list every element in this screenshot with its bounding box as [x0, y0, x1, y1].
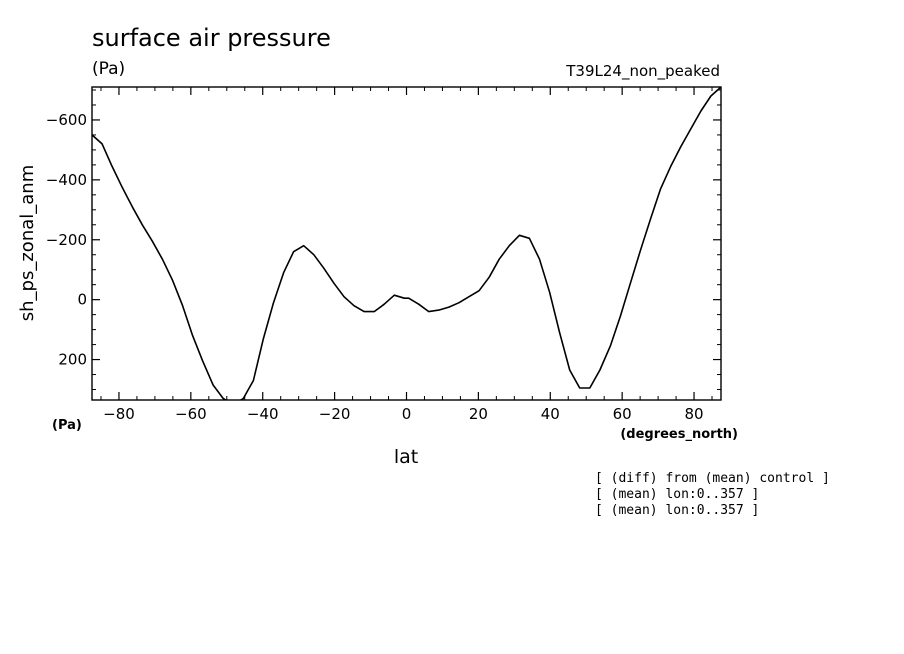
x-tick-label: 20	[469, 405, 488, 423]
x-tick-label: 40	[541, 405, 560, 423]
y-axis-label: sh_ps_zonal_anm	[17, 165, 38, 321]
y-tick-label: −400	[46, 171, 87, 189]
plot-frame	[91, 86, 722, 401]
series-line	[92, 87, 721, 400]
axis-ticks	[92, 87, 721, 400]
y-tick-label: −600	[46, 111, 87, 129]
x-tick-label: −80	[103, 405, 135, 423]
note-line: [ (mean) lon:0..357 ]	[595, 503, 759, 518]
chart-title: surface air pressure	[92, 24, 331, 52]
y-axis-units: (Pa)	[52, 418, 82, 433]
note-line: [ (diff) from (mean) control ]	[595, 471, 830, 486]
y-tick-label: −200	[46, 231, 87, 249]
x-tick-label: 80	[684, 405, 703, 423]
chart-units: (Pa)	[92, 59, 125, 79]
x-axis-units: (degrees_north)	[620, 427, 738, 442]
x-tick-label: −60	[175, 405, 207, 423]
run-name: T39L24_non_peaked	[565, 62, 720, 81]
y-tick-label: 0	[77, 291, 87, 309]
y-tick-label: 200	[58, 351, 87, 369]
x-tick-label: −20	[319, 405, 351, 423]
x-tick-label: 0	[402, 405, 412, 423]
x-tick-label: −40	[247, 405, 279, 423]
x-axis-label: lat	[394, 446, 418, 468]
note-line: [ (mean) lon:0..357 ]	[595, 487, 759, 502]
x-tick-label: 60	[613, 405, 632, 423]
